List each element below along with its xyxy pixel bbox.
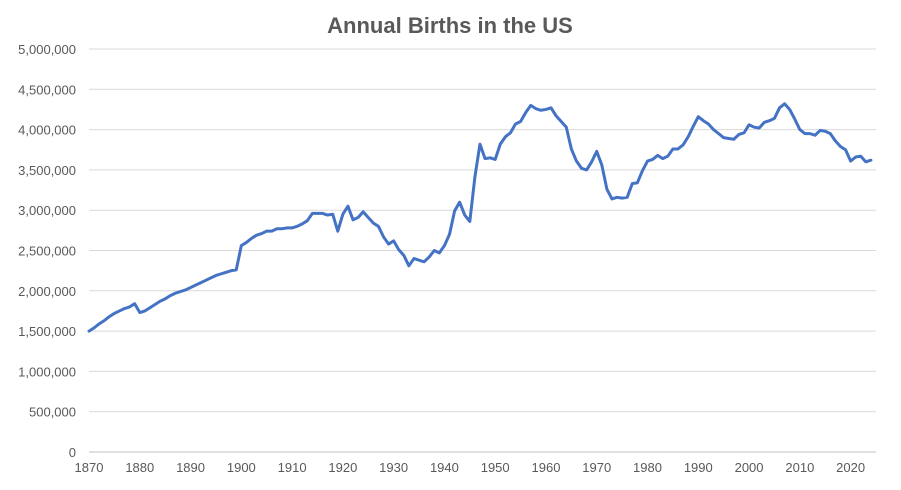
x-tick-label: 1880 [125,460,154,475]
chart-title: Annual Births in the US [327,13,573,38]
x-tick-label: 1960 [532,460,561,475]
y-tick-label: 3,500,000 [18,163,76,178]
series-layer [87,102,873,333]
x-tick-label: 1940 [430,460,459,475]
x-tick-label: 1970 [582,460,611,475]
y-tick-label: 1,500,000 [18,324,76,339]
y-tick-label: 0 [69,445,76,460]
x-tick-label: 1870 [75,460,104,475]
gridlines [89,48,876,453]
y-tick-label: 4,500,000 [18,82,76,97]
x-tick-label: 1930 [379,460,408,475]
x-tick-label: 1890 [176,460,205,475]
series-line [87,102,873,333]
x-tick-label: 1990 [684,460,713,475]
x-tick-label: 1980 [633,460,662,475]
x-tick-label: 1920 [328,460,357,475]
x-axis-tick-labels: 1870 1880 1890 1900 1910 1920 1930 1940 1950 1960… [75,460,866,475]
y-tick-label: 500,000 [29,405,76,420]
x-tick-label: 2000 [735,460,764,475]
x-tick-label: 2020 [836,460,865,475]
y-tick-label: 3,000,000 [18,203,76,218]
x-tick-label: 2010 [785,460,814,475]
y-tick-label: 2,000,000 [18,284,76,299]
x-tick-label: 1950 [481,460,510,475]
x-tick-label: 1900 [227,460,256,475]
y-axis-tick-labels: 0 500,000 1,000,000 1,500,000 2,000,000 2,500… [18,42,76,460]
y-tick-label: 4,000,000 [18,123,76,138]
y-tick-label: 2,500,000 [18,244,76,259]
y-tick-label: 5,000,000 [18,42,76,57]
y-tick-label: 1,000,000 [18,364,76,379]
x-tick-label: 1910 [278,460,307,475]
